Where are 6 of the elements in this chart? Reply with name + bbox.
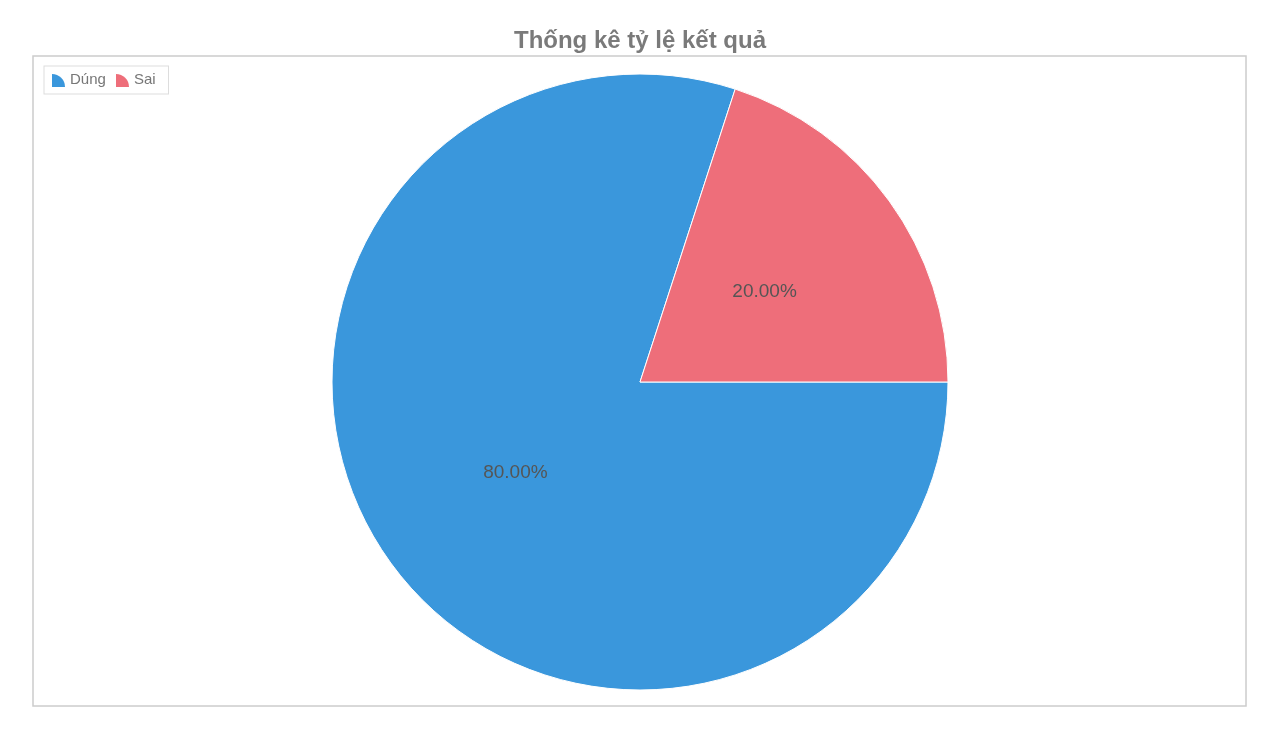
legend-label: Dúng — [70, 69, 106, 87]
pie-slice — [331, 73, 949, 691]
chart-title: Thống kê tỷ lệ kết quả — [513, 26, 767, 53]
data-label: 80.00% — [483, 460, 548, 482]
legend-label: Sai — [134, 69, 156, 87]
data-label: 20.00% — [732, 279, 797, 301]
